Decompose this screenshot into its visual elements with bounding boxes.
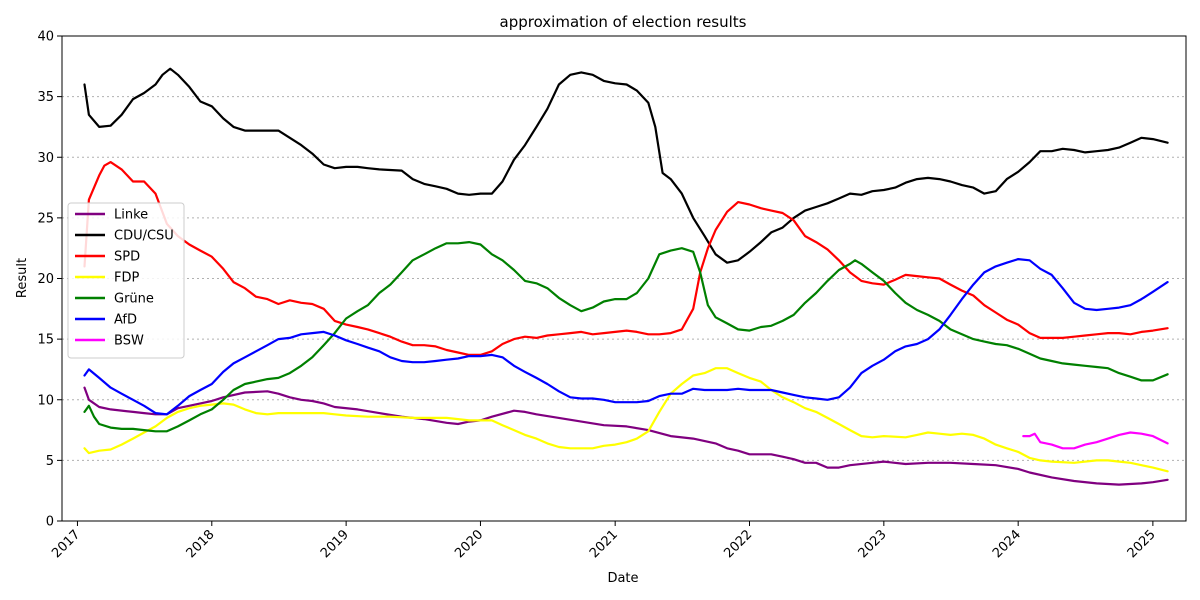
legend-label: SPD [114,250,140,265]
y-tick-label: 5 [46,454,54,469]
y-tick-label: 10 [37,393,54,408]
y-tick-label: 0 [46,515,54,530]
legend-label: CDU/CSU [114,229,174,244]
series-line-fdp [83,367,1169,473]
legend-label: Grüne [114,292,154,307]
legend-label: Linke [114,208,148,223]
y-tick-label: 35 [37,90,54,105]
legend-label: BSW [114,334,144,349]
series-lines [83,67,1169,486]
legend: Linke CDU/CSU SPD FDP Grüne AfD BSW [67,202,185,359]
series-line-gr-ne [83,241,1169,433]
chart-title: approximation of election results [500,13,747,31]
y-tick-label: 30 [37,151,54,166]
y-tick-label: 15 [37,333,54,348]
y-tick-label: 40 [37,30,54,45]
x-axis-label: Date [607,571,638,586]
y-tick-label: 25 [37,211,54,226]
y-axis: 0 5 10 15 20 25 30 35 40 [37,30,62,530]
y-tick-label: 20 [37,272,54,287]
legend-label: FDP [114,271,139,286]
series-line-spd [83,161,1169,356]
series-line-bsw [1022,431,1169,450]
legend-label: AfD [114,313,137,328]
series-line-cdu-csu [83,67,1169,264]
y-axis-label: Result [15,258,30,298]
series-line-afd [83,258,1169,416]
